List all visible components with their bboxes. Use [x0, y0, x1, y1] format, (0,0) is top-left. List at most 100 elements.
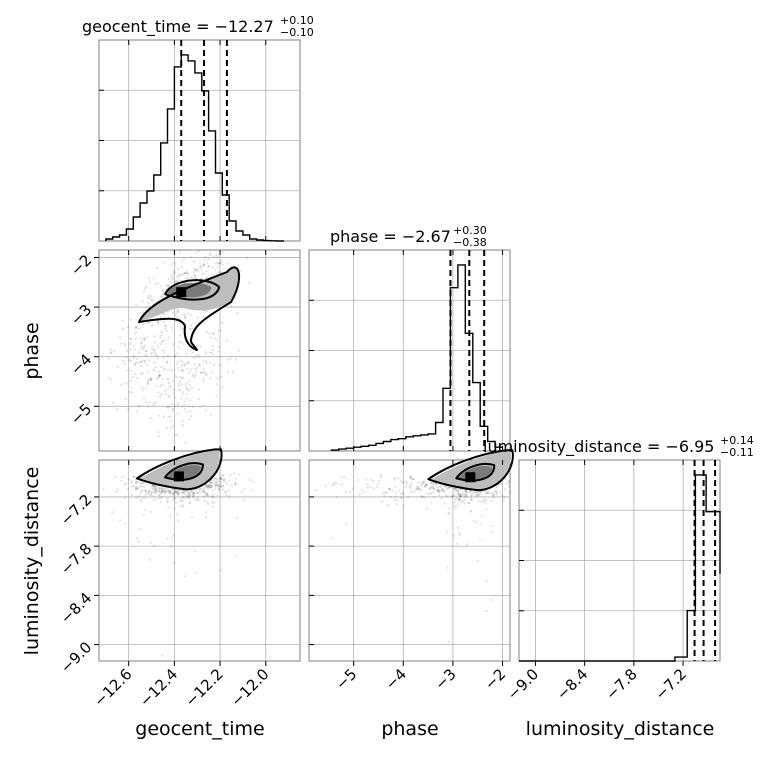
sample-point: [420, 484, 423, 487]
sample-point: [412, 478, 415, 481]
sample-point: [148, 293, 151, 296]
sample-point: [209, 253, 212, 257]
sample-point: [160, 487, 163, 490]
sample-point: [454, 506, 457, 510]
sample-point: [210, 481, 213, 484]
sample-point: [478, 538, 481, 541]
sample-point: [458, 532, 461, 535]
title-phase-sub: −0.38: [453, 236, 487, 249]
sample-point: [155, 498, 158, 501]
sample-point: [477, 559, 480, 562]
sample-point: [185, 270, 188, 273]
sample-point: [163, 312, 166, 315]
sample-point: [165, 313, 168, 316]
sample-point: [446, 495, 449, 498]
xlabel-luminosity_distance: luminosity_distance: [526, 718, 715, 740]
sample-point: [467, 501, 471, 504]
sample-point: [164, 392, 167, 396]
sample-point: [376, 483, 379, 486]
sample-point: [182, 377, 185, 380]
sample-point: [148, 378, 152, 381]
sample-point: [340, 483, 343, 486]
sample-point: [156, 377, 159, 380]
sample-point: [465, 495, 468, 498]
tick-label-x-luminosity_distance: −8.4: [553, 665, 591, 703]
sample-point: [192, 495, 195, 498]
sample-point: [156, 344, 159, 347]
sample-point: [432, 491, 435, 494]
sample-point: [184, 575, 187, 578]
sample-point: [166, 378, 169, 381]
sample-point: [440, 488, 443, 491]
sample-point: [168, 381, 171, 385]
sample-point: [239, 270, 242, 273]
sample-point: [457, 488, 460, 491]
sample-point: [460, 495, 463, 498]
sample-point: [484, 492, 487, 495]
sample-point: [236, 312, 239, 315]
sample-point: [177, 317, 180, 320]
sample-point: [226, 262, 229, 265]
sample-point: [422, 480, 425, 483]
sample-point: [211, 266, 214, 269]
sample-point: [215, 481, 218, 484]
sample-point: [160, 393, 163, 396]
sample-point: [448, 511, 451, 515]
sample-point: [333, 483, 336, 486]
sample-point: [174, 354, 177, 357]
sample-point: [149, 510, 152, 513]
sample-point: [129, 318, 132, 321]
sample-point: [183, 400, 186, 403]
sample-point: [508, 491, 511, 494]
sample-point: [196, 269, 199, 272]
sample-point: [164, 492, 167, 495]
sample-point: [400, 497, 403, 500]
sample-point: [177, 267, 180, 270]
sample-point: [442, 488, 445, 491]
sample-point: [220, 485, 223, 488]
sample-point: [211, 481, 214, 485]
sample-point: [182, 424, 185, 427]
sample-point: [416, 486, 419, 489]
sample-point: [144, 508, 147, 511]
sample-point: [153, 485, 156, 488]
sample-point: [147, 381, 150, 385]
sample-point: [405, 480, 408, 484]
sample-point: [485, 580, 488, 583]
sample-point: [140, 341, 143, 344]
sample-point: [189, 313, 192, 317]
sample-point: [129, 337, 132, 340]
sample-point: [111, 401, 114, 405]
sample-point: [379, 475, 382, 479]
sample-point: [169, 490, 172, 493]
sample-point: [217, 265, 220, 268]
sample-point: [154, 487, 157, 490]
sample-point: [373, 487, 376, 490]
sample-point: [135, 319, 138, 322]
sample-point: [470, 496, 473, 499]
sample-point: [179, 500, 182, 503]
sample-point: [219, 376, 223, 379]
tick-label-x-geocent_time: −12.4: [136, 665, 181, 710]
sample-point: [438, 489, 441, 492]
sample-point: [159, 384, 163, 387]
sample-point: [146, 383, 149, 386]
sample-point: [385, 490, 388, 494]
sample-point: [143, 337, 146, 340]
tick-label-x-luminosity_distance: −9.0: [504, 665, 542, 703]
sample-point: [150, 295, 153, 298]
sample-point: [151, 347, 154, 351]
sample-point: [324, 484, 327, 487]
sample-point: [102, 487, 105, 490]
sample-point: [471, 498, 474, 501]
sample-point: [215, 483, 218, 487]
sample-point: [188, 379, 191, 382]
sample-point: [162, 488, 165, 491]
sample-point: [191, 277, 195, 280]
sample-point: [409, 476, 413, 479]
sample-point: [207, 486, 210, 490]
sample-point: [431, 485, 434, 489]
sample-point: [139, 492, 142, 495]
sample-point: [215, 272, 218, 275]
sample-point: [155, 354, 159, 357]
